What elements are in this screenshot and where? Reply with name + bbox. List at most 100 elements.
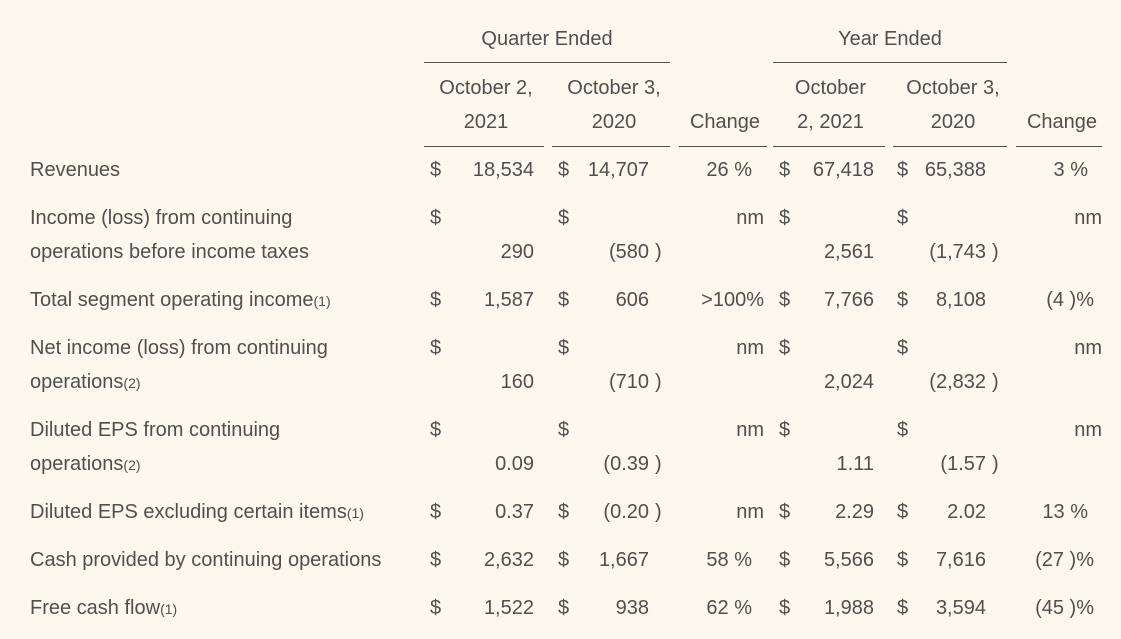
q-current-value: 18,534 [472, 159, 534, 181]
y-change-value: 13 % [1042, 501, 1088, 523]
y-current-value: 1.11 [836, 453, 874, 475]
currency-symbol: $ [897, 159, 909, 181]
currency-symbol: $ [430, 549, 442, 571]
y-prior-paren: ) [992, 241, 999, 263]
y-prior-value: 2.02 [947, 501, 986, 523]
currency-symbol: $ [430, 419, 442, 441]
currency-symbol: $ [779, 289, 791, 311]
year-ended-rule [773, 62, 1007, 63]
currency-symbol: $ [779, 159, 791, 181]
q-current-value: 0.37 [495, 501, 534, 523]
y-prior-paren: ) [992, 371, 999, 393]
q-prior-value: 938 [615, 597, 649, 619]
y-prior-value: (2,832 [929, 371, 986, 393]
row-label: Free cash flow(1) [30, 597, 178, 619]
currency-symbol: $ [430, 207, 442, 229]
currency-symbol: $ [558, 419, 570, 441]
y-current-value: 2,024 [823, 371, 874, 393]
col-rule-q-change [679, 146, 767, 147]
q-change-value: 26 % [706, 159, 752, 181]
quarter-ended-header: Quarter Ended [481, 28, 613, 50]
currency-symbol: $ [558, 207, 570, 229]
y-prior-value: (1,743 [929, 241, 986, 263]
row-label-line2: operations(2) [30, 371, 141, 393]
currency-symbol: $ [779, 337, 791, 359]
col-header-y-change: Change [1026, 111, 1098, 133]
col-header-q-current-line2: 2021 [463, 111, 509, 133]
currency-symbol: $ [558, 597, 570, 619]
q-prior-value: (0.39 [603, 453, 649, 475]
q-prior-value: 1,667 [598, 549, 649, 571]
y-change-value: 3 % [1053, 159, 1088, 181]
q-change-value: 62 % [706, 597, 752, 619]
col-rule-q-current [424, 146, 544, 147]
y-change-value: nm [1074, 337, 1102, 359]
currency-symbol: $ [430, 289, 442, 311]
currency-symbol: $ [558, 549, 570, 571]
q-prior-value: (710 [608, 371, 649, 393]
currency-symbol: $ [897, 289, 909, 311]
footnote-ref: (1) [346, 505, 364, 521]
quarter-ended-rule [424, 62, 670, 63]
q-prior-paren: ) [655, 501, 662, 523]
y-change-value: nm [1074, 207, 1102, 229]
currency-symbol: $ [558, 501, 570, 523]
row-label: Total segment operating income(1) [30, 289, 331, 311]
currency-symbol: $ [897, 501, 909, 523]
row-label: Revenues [30, 159, 121, 181]
q-prior-value: 14,707 [587, 159, 649, 181]
currency-symbol: $ [779, 549, 791, 571]
y-change-value: (4 )% [1046, 289, 1094, 311]
y-prior-paren: ) [992, 453, 999, 475]
col-rule-y-current [773, 146, 885, 147]
y-current-value: 1,988 [823, 597, 874, 619]
q-current-value: 1,587 [483, 289, 534, 311]
col-rule-q-prior [552, 146, 670, 147]
currency-symbol: $ [430, 337, 442, 359]
row-label-line2: operations(2) [30, 453, 141, 475]
row-label-line1: Diluted EPS from continuing [30, 419, 281, 441]
q-prior-value: (580 [608, 241, 649, 263]
q-current-value: 160 [500, 371, 534, 393]
q-prior-value: (0.20 [603, 501, 649, 523]
q-current-value: 1,522 [483, 597, 534, 619]
y-current-value: 2.29 [835, 501, 874, 523]
y-change-value: (27 )% [1035, 549, 1094, 571]
col-header-y-prior-line1: October 3, [906, 77, 1000, 99]
q-change-value: nm [736, 207, 764, 229]
col-header-y-current-line1: October [794, 77, 867, 99]
col-header-q-current-line1: October 2, [439, 77, 533, 99]
y-prior-value: 65,388 [924, 159, 986, 181]
currency-symbol: $ [897, 549, 909, 571]
q-change-value: >100% [701, 289, 764, 311]
row-label-line1: Income (loss) from continuing [30, 207, 293, 229]
footnote-ref: (1) [160, 601, 178, 617]
currency-symbol: $ [558, 289, 570, 311]
row-label: Diluted EPS excluding certain items(1) [30, 501, 364, 523]
currency-symbol: $ [897, 597, 909, 619]
col-header-q-prior-line2: 2020 [591, 111, 637, 133]
y-current-value: 2,561 [823, 241, 874, 263]
y-prior-value: (1.57 [940, 453, 986, 475]
y-current-value: 67,418 [812, 159, 874, 181]
currency-symbol: $ [430, 501, 442, 523]
col-header-y-current-line2: 2, 2021 [797, 111, 864, 133]
currency-symbol: $ [779, 207, 791, 229]
q-prior-paren: ) [655, 371, 662, 393]
q-current-value: 290 [500, 241, 534, 263]
row-label-line1: Net income (loss) from continuing [30, 337, 328, 359]
row-label-line2: operations before income taxes [30, 241, 310, 263]
currency-symbol: $ [558, 337, 570, 359]
footnote-ref: (1) [313, 293, 331, 309]
currency-symbol: $ [897, 207, 909, 229]
q-prior-paren: ) [655, 241, 662, 263]
q-change-value: nm [736, 337, 764, 359]
col-rule-y-prior [893, 146, 1007, 147]
y-current-value: 5,566 [823, 549, 874, 571]
currency-symbol: $ [558, 159, 570, 181]
col-header-y-prior-line2: 2020 [930, 111, 976, 133]
y-change-value: (45 )% [1035, 597, 1094, 619]
q-current-value: 2,632 [483, 549, 534, 571]
q-prior-paren: ) [655, 453, 662, 475]
